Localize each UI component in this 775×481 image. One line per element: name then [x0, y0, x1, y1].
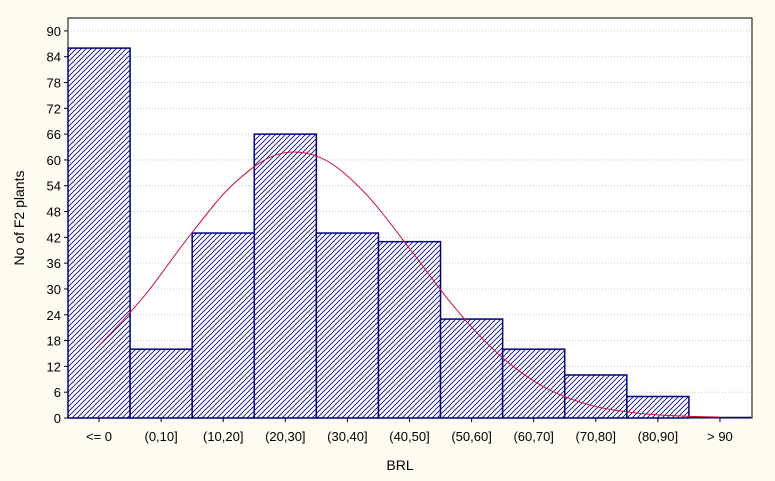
bar — [501, 348, 566, 419]
x-tick-label: (10,20] — [203, 429, 243, 444]
bar — [563, 374, 628, 419]
x-tick-label: (0,10] — [145, 429, 178, 444]
y-tick-label: 78 — [47, 76, 61, 91]
x-tick-label: (80,90] — [638, 429, 678, 444]
y-tick-label: 66 — [47, 127, 61, 142]
normal-fit-curve — [98, 151, 721, 418]
y-tick-label: 6 — [54, 385, 61, 400]
y-tick-label: 24 — [47, 308, 61, 323]
y-axis-title: No of F2 plants — [11, 171, 27, 266]
y-tick-label: 48 — [47, 205, 61, 220]
y-tick-label: 30 — [47, 282, 61, 297]
bar — [191, 232, 256, 419]
x-tick-label: (70,80] — [576, 429, 616, 444]
bar — [253, 133, 318, 419]
bar — [377, 240, 442, 419]
x-tick-label: (20,30] — [265, 429, 305, 444]
y-tick-label: 0 — [54, 411, 61, 426]
x-tick-label: (30,40] — [327, 429, 367, 444]
x-tick-label: <= 0 — [86, 429, 112, 444]
bar — [129, 348, 193, 419]
bar — [439, 318, 504, 419]
y-tick-label: 84 — [47, 50, 61, 65]
y-tick-label: 18 — [47, 334, 61, 349]
bar — [315, 232, 380, 419]
x-axis-ticks: <= 0 (0,10] (10,20] (20,30] (30,40] (40,50] (5… — [86, 418, 733, 444]
y-tick-label: 42 — [47, 230, 61, 245]
bar — [67, 47, 131, 419]
bars — [67, 47, 751, 419]
x-tick-label: (50,60] — [451, 429, 491, 444]
x-tick-label: > 90 — [707, 429, 733, 444]
y-tick-label: 12 — [47, 359, 61, 374]
x-axis-title: BRL — [386, 457, 413, 473]
x-tick-label: (40,50] — [389, 429, 429, 444]
y-tick-label: 54 — [47, 179, 61, 194]
y-tick-label: 60 — [47, 153, 61, 168]
grid-lines — [68, 30, 752, 393]
y-tick-label: 36 — [47, 256, 61, 271]
y-tick-label: 90 — [47, 24, 61, 39]
x-tick-label: (60,70] — [513, 429, 553, 444]
y-axis-ticks: 0 6 12 18 24 30 36 42 48 54 60 66 72 78 84 90 — [47, 24, 68, 426]
y-tick-label: 72 — [47, 101, 61, 116]
